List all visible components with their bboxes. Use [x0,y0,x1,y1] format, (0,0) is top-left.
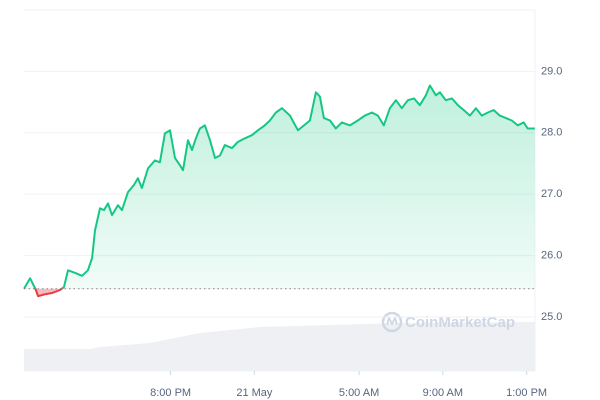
volume-area [24,322,535,371]
y-tick-label: 29.0 [541,65,562,77]
price-line [23,84,535,298]
y-tick-label: 25.0 [541,311,562,323]
y-tick-label: 26.0 [541,249,562,261]
x-tick-label: 5:00 AM [339,387,379,399]
watermark: CoinMarketCap [381,311,515,333]
y-tick-label: 28.0 [541,127,562,139]
watermark-text: CoinMarketCap [405,314,515,331]
x-tick-label: 1:00 PM [506,387,547,399]
x-tick-label: 9:00 AM [423,387,463,399]
x-tick-label: 21 May [236,387,273,399]
price-area [24,85,535,297]
x-tick-label: 8:00 PM [150,387,191,399]
y-tick-label: 27.0 [541,188,562,200]
